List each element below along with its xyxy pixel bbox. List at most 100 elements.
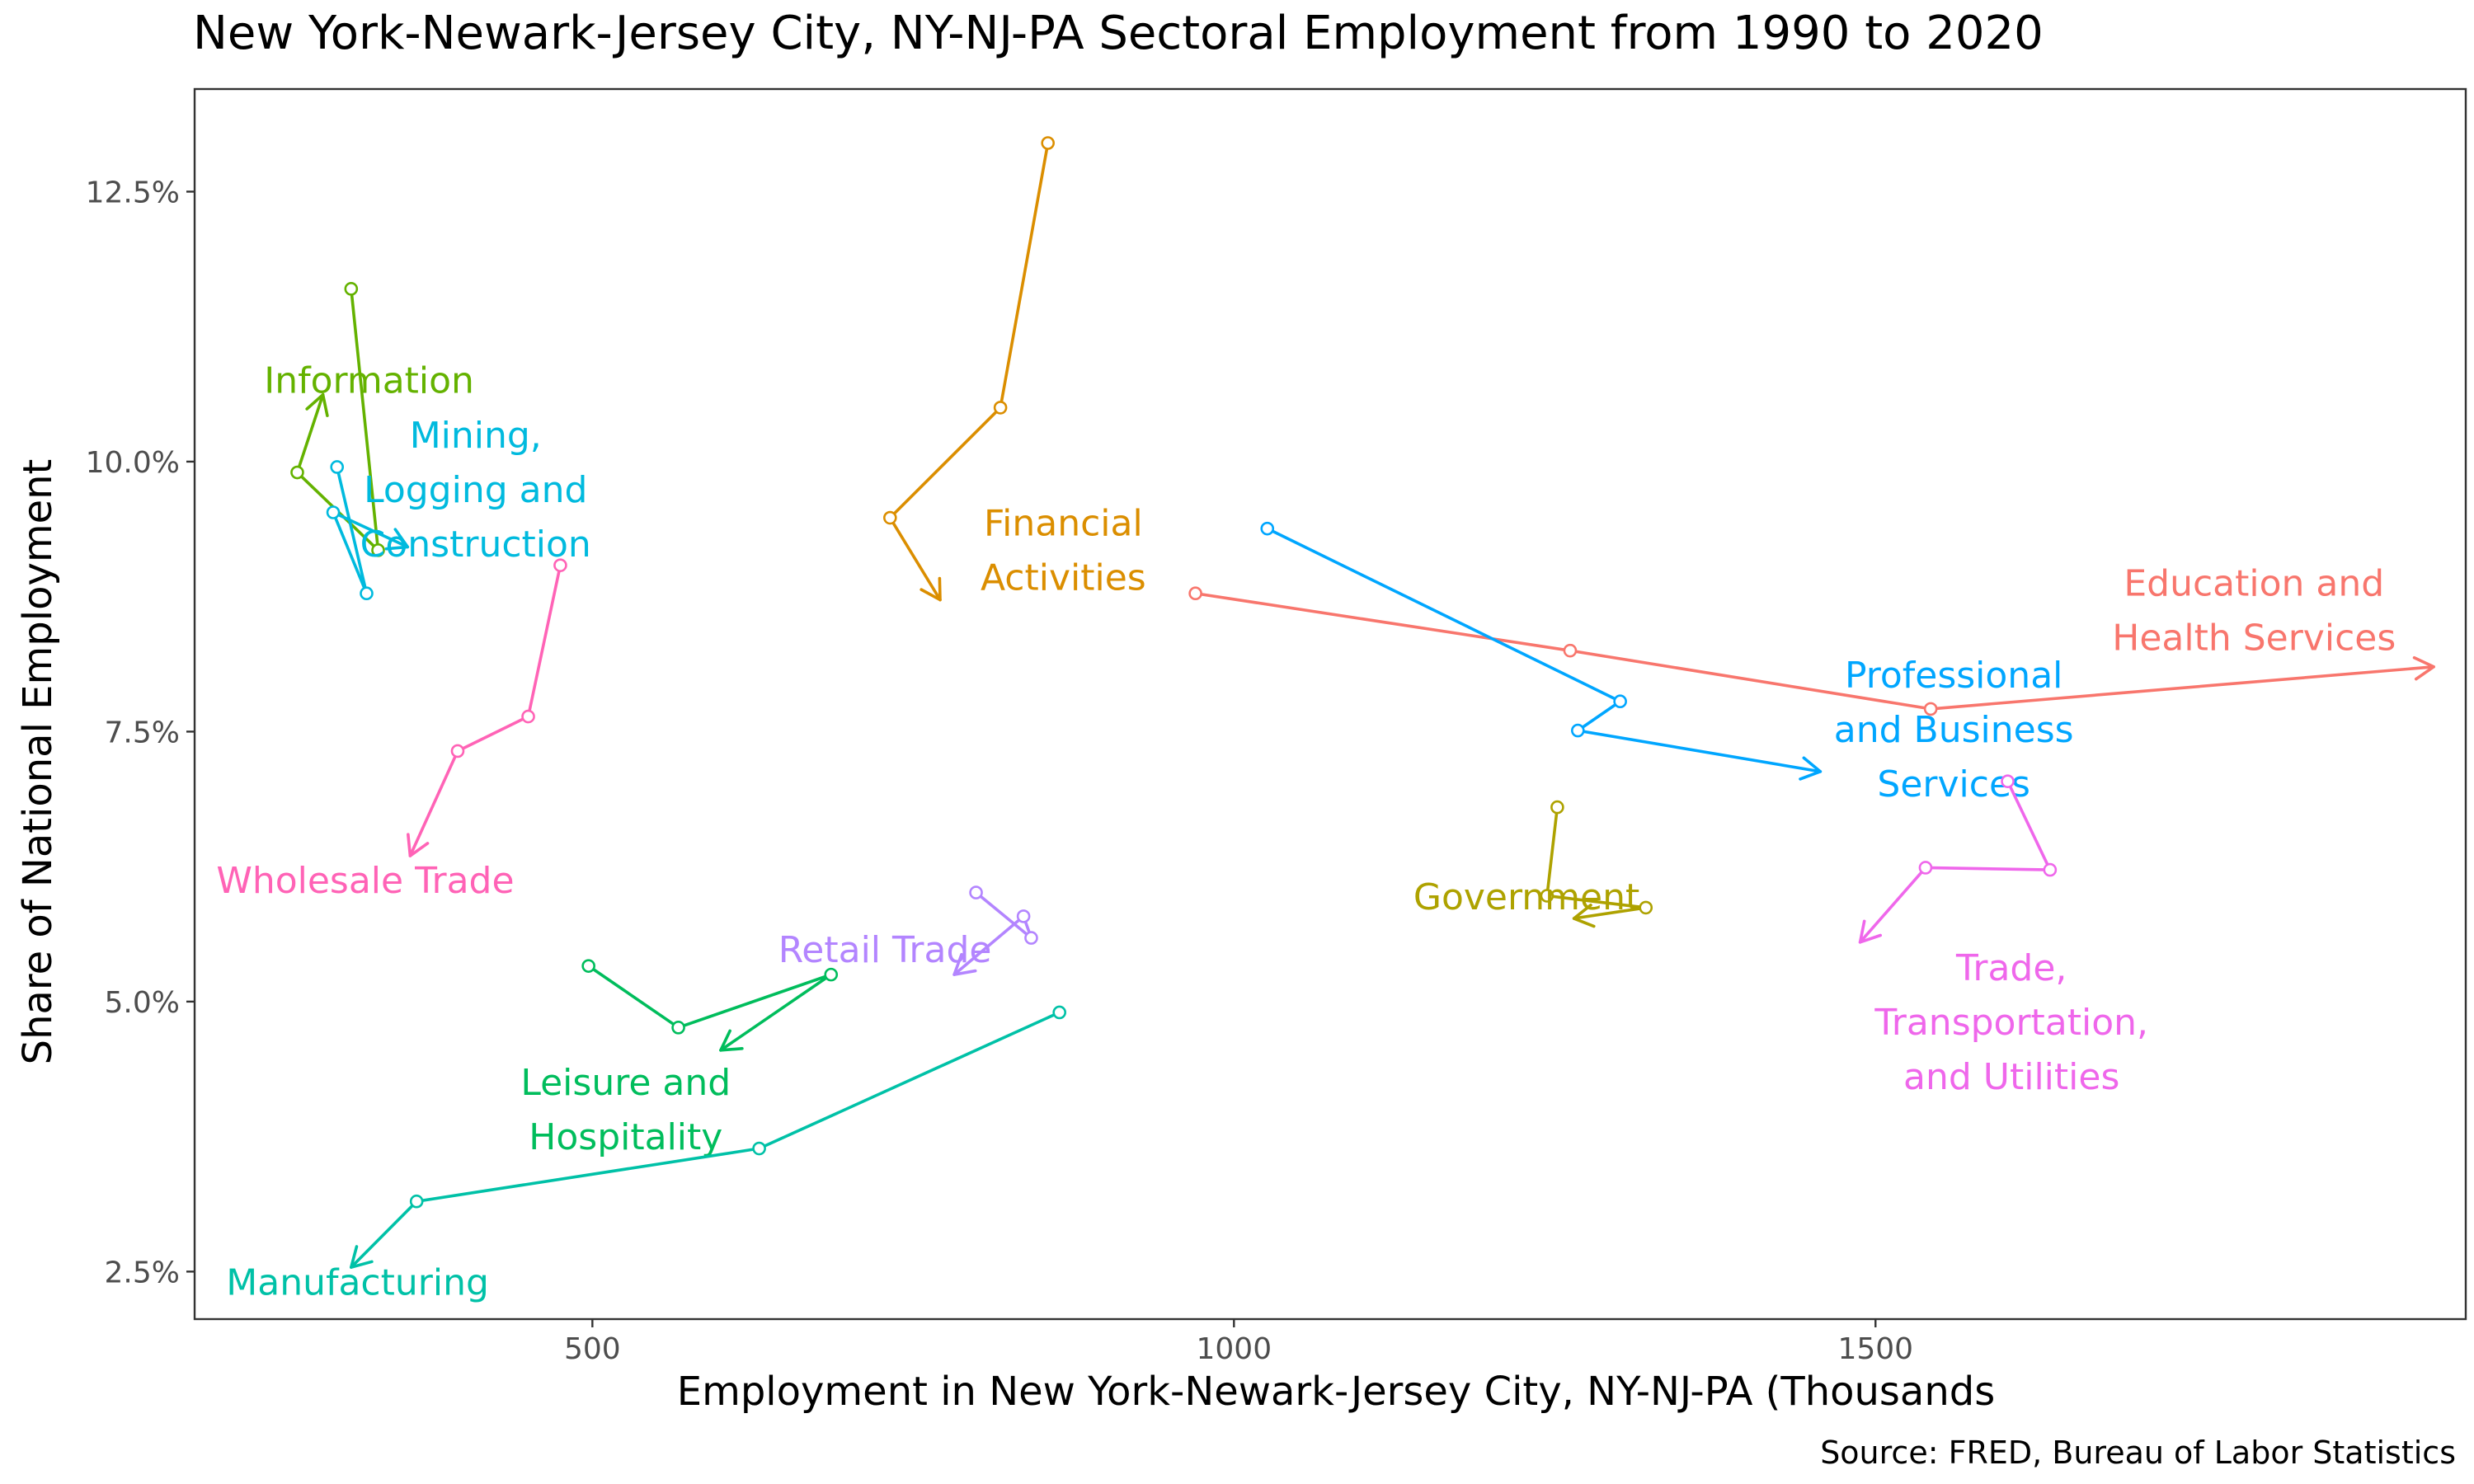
series-education-and-health-services: Education and Health Services xyxy=(1188,563,2435,716)
series-line xyxy=(952,890,1033,976)
series-line xyxy=(1265,527,1823,773)
data-point xyxy=(330,460,345,474)
source-caption: Source: FRED, Bureau of Labor Statistics xyxy=(1820,1435,2456,1471)
data-point xyxy=(581,959,595,973)
data-point xyxy=(1613,694,1627,709)
data-point xyxy=(752,1141,766,1156)
data-point xyxy=(409,1194,424,1209)
series-label-line: Financial xyxy=(984,502,1143,544)
series-label-line: and Utilities xyxy=(1903,1056,2119,1098)
plot-panel xyxy=(193,87,2467,1321)
y-tick-label: 10.0% xyxy=(86,446,180,480)
series-arrowhead xyxy=(407,833,430,857)
data-point xyxy=(1639,900,1653,915)
series-line xyxy=(350,1011,1061,1269)
series-label: Retail Trade xyxy=(778,929,992,971)
series-label-line: Wholesale Trade xyxy=(216,860,514,902)
chart-title: New York-Newark-Jersey City, NY-NJ-PA Se… xyxy=(193,7,2044,60)
data-point xyxy=(1540,889,1554,903)
x-tick-label: 1000 xyxy=(1196,1332,1272,1366)
series-label-line: Government xyxy=(1413,876,1639,918)
series-label: Wholesale Trade xyxy=(216,860,514,902)
x-tick-label: 1500 xyxy=(1837,1332,1913,1366)
series-label-line: Information xyxy=(264,360,474,402)
data-point xyxy=(1041,136,1055,150)
series-label-line: Trade, xyxy=(1955,947,2067,989)
series-line xyxy=(888,141,1050,602)
series-retail-trade: Retail Trade xyxy=(778,885,1038,976)
series-financial-activities: Financial Activities xyxy=(883,136,1146,602)
data-point xyxy=(450,744,465,758)
data-point xyxy=(1563,643,1578,658)
data-point xyxy=(521,709,535,724)
data-point xyxy=(993,401,1008,415)
series-arrowhead xyxy=(952,952,977,976)
series-wholesale-trade: Wholesale Trade xyxy=(216,558,567,902)
series-line xyxy=(586,964,833,1052)
data-point xyxy=(290,465,304,480)
series-manufacturing: Manufacturing xyxy=(226,1005,1066,1303)
series-label: Manufacturing xyxy=(226,1261,489,1303)
y-tick-label: 7.5% xyxy=(105,716,180,749)
data-point xyxy=(824,967,839,982)
data-point xyxy=(371,543,385,557)
series-line xyxy=(1545,805,1648,920)
series-label: Mining, Logging and Construction xyxy=(360,415,591,566)
data-point xyxy=(1570,723,1585,738)
series-label: Leisure and Hospitality xyxy=(520,1062,731,1158)
data-point xyxy=(969,885,983,899)
series-label-line: and Business xyxy=(1834,709,2074,751)
series-label-line: Professional xyxy=(1845,655,2062,697)
y-tick-label: 12.5% xyxy=(86,176,180,209)
data-point xyxy=(360,586,374,601)
series-line xyxy=(408,563,562,857)
series-line xyxy=(1858,779,2052,944)
series-line xyxy=(1193,591,2435,711)
series-label: Professional and Business Services xyxy=(1834,655,2074,805)
series-label: Trade, Transportation, and Utilities xyxy=(1874,947,2148,1098)
series-label-line: Activities xyxy=(981,556,1146,599)
series-label-line: Manufacturing xyxy=(226,1261,489,1303)
y-tick-label: 5.0% xyxy=(105,986,180,1020)
series-label-line: Transportation, xyxy=(1874,1002,2148,1044)
series-arrowhead xyxy=(920,576,942,602)
series-label-line: Leisure and xyxy=(520,1062,731,1104)
data-point xyxy=(1918,861,1933,875)
series-mining-logging-and-construction: Mining, Logging and Construction xyxy=(326,415,591,601)
series-trade-transportation-and-utilities: Trade, Transportation, and Utilities xyxy=(1858,774,2148,1098)
series-label-line: Mining, xyxy=(410,415,542,457)
x-axis-label: Employment in New York-Newark-Jersey Cit… xyxy=(676,1369,1996,1415)
data-point xyxy=(1188,586,1202,601)
data-point xyxy=(1260,521,1275,536)
series-label-line: Health Services xyxy=(2112,618,2396,660)
series-line xyxy=(332,465,410,595)
series-arrowhead xyxy=(2412,655,2435,681)
series-arrowhead xyxy=(305,392,329,417)
data-point xyxy=(2043,862,2058,877)
data-point xyxy=(326,505,341,519)
data-point xyxy=(1052,1005,1066,1020)
x-tick-label: 500 xyxy=(564,1332,621,1366)
series-leisure-and-hospitality: Leisure and Hospitality xyxy=(520,959,839,1158)
series-label: Information xyxy=(264,360,474,402)
series-government: Government xyxy=(1413,800,1653,928)
data-point xyxy=(671,1021,685,1035)
series-arrowhead xyxy=(719,1029,744,1052)
series-label: Financial Activities xyxy=(981,502,1146,599)
series-label-line: Construction xyxy=(360,524,591,566)
series-arrowhead xyxy=(1858,919,1883,944)
series-arrowhead xyxy=(1799,756,1823,781)
series-arrowhead xyxy=(1572,904,1596,928)
series-arrowhead xyxy=(350,1245,374,1269)
series-label-line: Hospitality xyxy=(529,1116,722,1158)
data-point xyxy=(1923,702,1938,716)
data-point xyxy=(1016,909,1031,923)
data-point xyxy=(883,510,897,525)
data-point xyxy=(1024,931,1038,945)
series-arrowhead xyxy=(384,528,410,551)
series-professional-and-business-services: Professional and Business Services xyxy=(1260,521,2074,805)
series-label-line: Retail Trade xyxy=(778,929,992,971)
series-label: Education and Health Services xyxy=(2112,563,2396,660)
series-information: Information xyxy=(264,282,474,557)
